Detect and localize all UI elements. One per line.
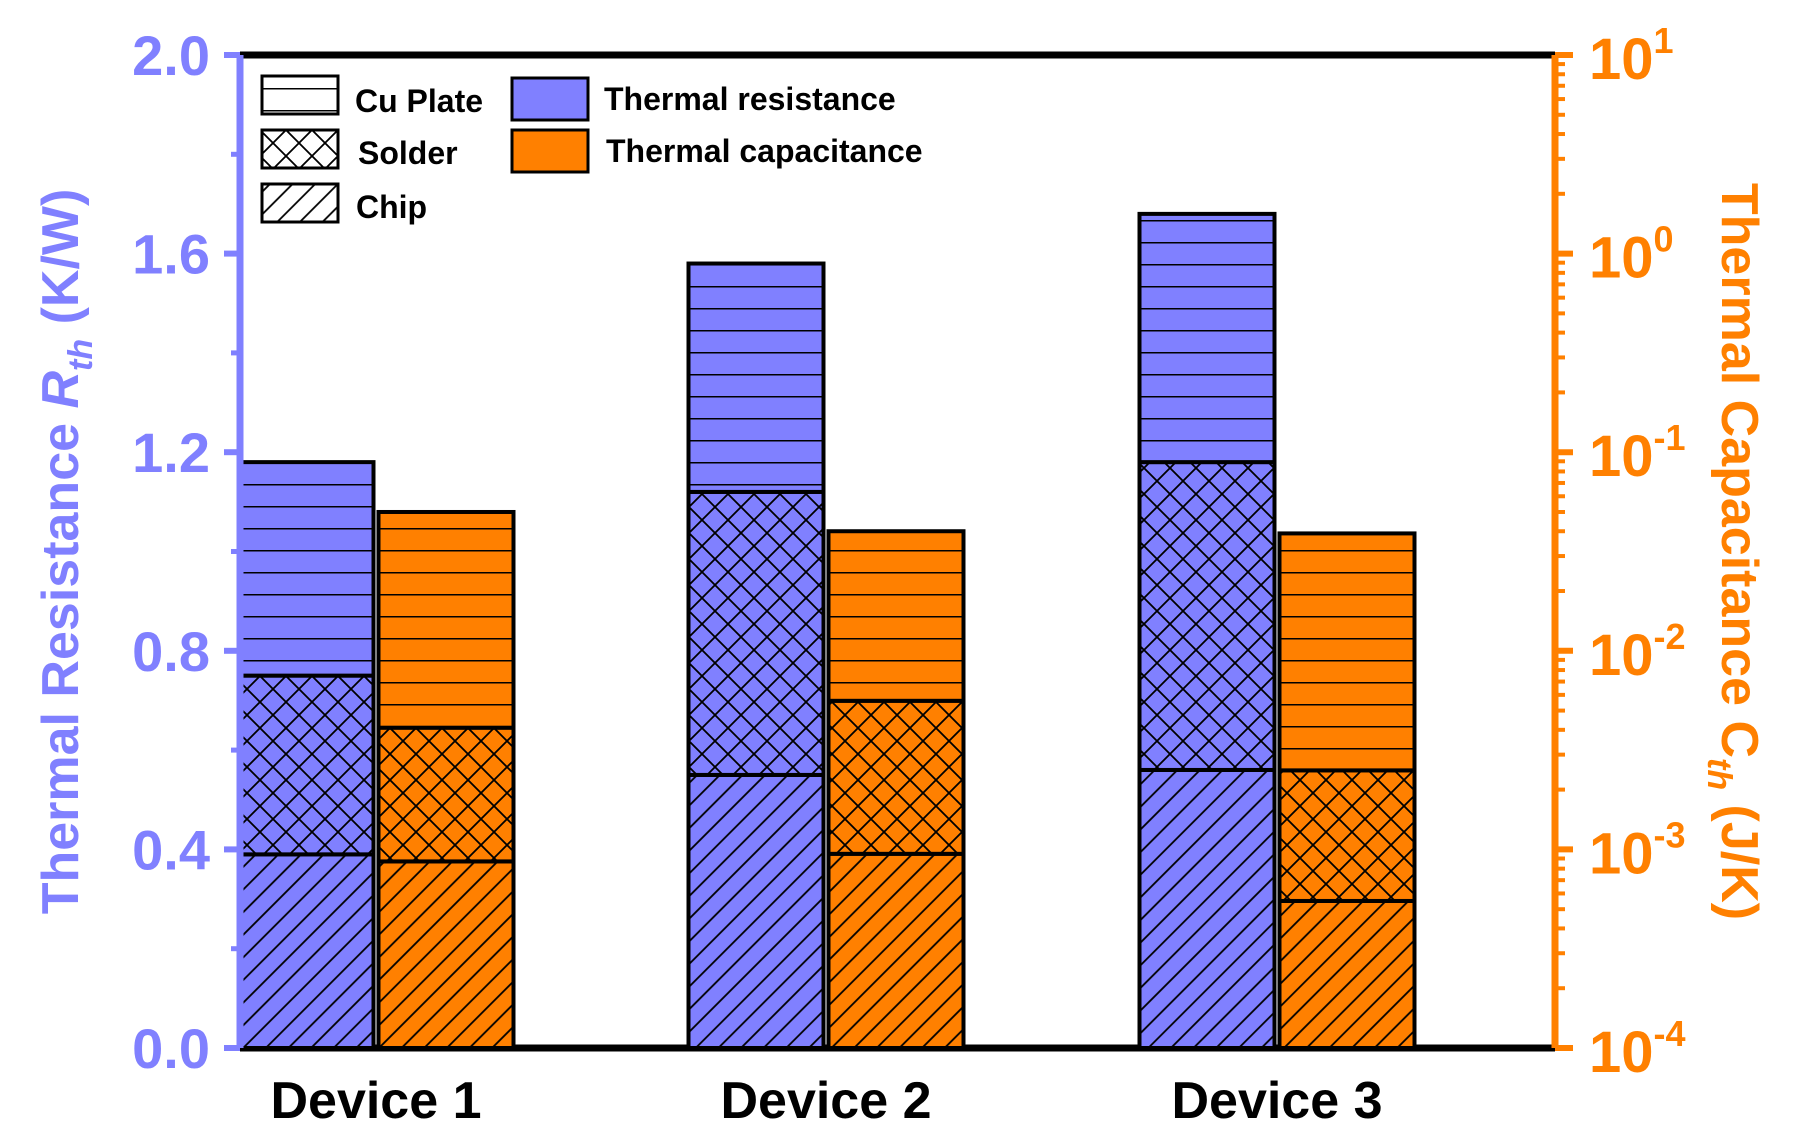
legend: Cu Plate Solder Chip Thermal resistance … xyxy=(260,74,923,225)
right-axis-tick-label: 10-2 xyxy=(1589,616,1686,688)
right-axis-tick-base: 10 xyxy=(1589,821,1654,886)
right-axis-tick-label: 10-1 xyxy=(1589,417,1686,489)
legend-swatch-solder xyxy=(260,128,340,170)
right-axis-tick-label: 100 xyxy=(1589,219,1674,291)
bar-capacitance-device-3-cu-plate xyxy=(1277,531,1417,773)
bar-capacitance-device-2-solder xyxy=(826,698,966,856)
right-axis-tick-exponent: -2 xyxy=(1654,616,1686,657)
right-axis-tick-exponent: -1 xyxy=(1654,417,1686,458)
legend-label-solder: Solder xyxy=(358,135,458,171)
bar-capacitance-device-1-cu-plate xyxy=(376,509,516,730)
left-axis-label-symbol: R xyxy=(32,371,90,409)
legend-swatch-cu-plate xyxy=(260,74,340,116)
right-axis-tick-exponent: -3 xyxy=(1654,814,1686,855)
right-axis-tick-label: 101 xyxy=(1589,20,1674,92)
left-axis-label: Thermal Resistance Rth (K/W) xyxy=(32,189,100,915)
category-label-device-2: Device 2 xyxy=(720,1072,931,1130)
left-axis-tick-label: 0.0 xyxy=(132,1017,210,1080)
left-axis-label-main: Thermal Resistance xyxy=(32,409,90,915)
bar-capacitance-device-3-chip xyxy=(1277,898,1417,1051)
bar-resistance-device-3-cu-plate xyxy=(1137,211,1277,465)
right-axis-label-main: Thermal Capacitance C xyxy=(1710,183,1768,758)
right-axis-tick-label: 10-3 xyxy=(1589,814,1686,886)
bar-capacitance-device-1-chip xyxy=(376,859,516,1051)
right-axis-label-sub: th xyxy=(1700,758,1738,790)
legend-label-thermal-resistance: Thermal resistance xyxy=(604,81,896,117)
bar-resistance-device-1-chip xyxy=(236,852,376,1050)
bar-resistance-device-1-solder xyxy=(236,673,376,857)
legend-label-cu-plate: Cu Plate xyxy=(355,83,483,119)
left-axis-tick-label: 1.6 xyxy=(132,223,210,286)
left-axis-tick-label: 0.8 xyxy=(132,620,210,683)
bar-resistance-device-3-chip xyxy=(1137,767,1277,1051)
bar-resistance-device-2-chip xyxy=(686,772,826,1050)
right-axis-label: Thermal Capacitance Cth (J/K) xyxy=(1700,183,1768,920)
legend-swatch-chip xyxy=(260,182,340,224)
left-axis-tick-label: 0.4 xyxy=(132,818,210,881)
left-axis: 0.0 0.4 0.8 1.2 1.6 2.0 xyxy=(132,24,244,1080)
left-axis-tick-label: 2.0 xyxy=(132,24,210,87)
right-axis-tick-exponent: 1 xyxy=(1654,20,1674,61)
left-axis-tick-label: 1.2 xyxy=(132,421,210,484)
legend-swatch-thermal-capacitance xyxy=(510,128,590,174)
bar-resistance-device-2-cu-plate xyxy=(686,261,826,494)
legend-label-chip: Chip xyxy=(356,189,427,225)
right-axis-tick-exponent: 0 xyxy=(1654,219,1674,260)
right-axis-tick-base: 10 xyxy=(1589,226,1654,291)
bar-capacitance-device-3-solder xyxy=(1277,768,1417,903)
right-axis-tick-base: 10 xyxy=(1589,1020,1654,1085)
bar-resistance-device-2-solder xyxy=(686,489,826,777)
category-labels: Device 1 Device 2 Device 3 xyxy=(270,1072,1382,1130)
category-label-device-1: Device 1 xyxy=(270,1072,481,1130)
right-axis-tick-base: 10 xyxy=(1589,27,1654,92)
bar-capacitance-device-2-cu-plate xyxy=(826,529,966,703)
right-axis-tick-label: 10-4 xyxy=(1589,1013,1686,1085)
right-axis-label-unit: (J/K) xyxy=(1710,790,1768,920)
left-axis-label-sub: th xyxy=(62,339,100,371)
left-axis-label-unit: (K/W) xyxy=(32,189,90,339)
bar-capacitance-device-2-chip xyxy=(826,851,966,1050)
legend-label-thermal-capacitance: Thermal capacitance xyxy=(606,133,923,169)
right-axis-tick-exponent: -4 xyxy=(1654,1013,1686,1054)
bar-capacitance-device-1-solder xyxy=(376,725,516,864)
category-label-device-3: Device 3 xyxy=(1171,1072,1382,1130)
right-axis-tick-base: 10 xyxy=(1589,424,1654,489)
bars-group xyxy=(236,211,1417,1051)
legend-swatch-thermal-resistance xyxy=(510,76,590,122)
bar-resistance-device-3-solder xyxy=(1137,460,1277,772)
bar-resistance-device-1-cu-plate xyxy=(236,460,376,678)
right-axis-tick-base: 10 xyxy=(1589,623,1654,688)
